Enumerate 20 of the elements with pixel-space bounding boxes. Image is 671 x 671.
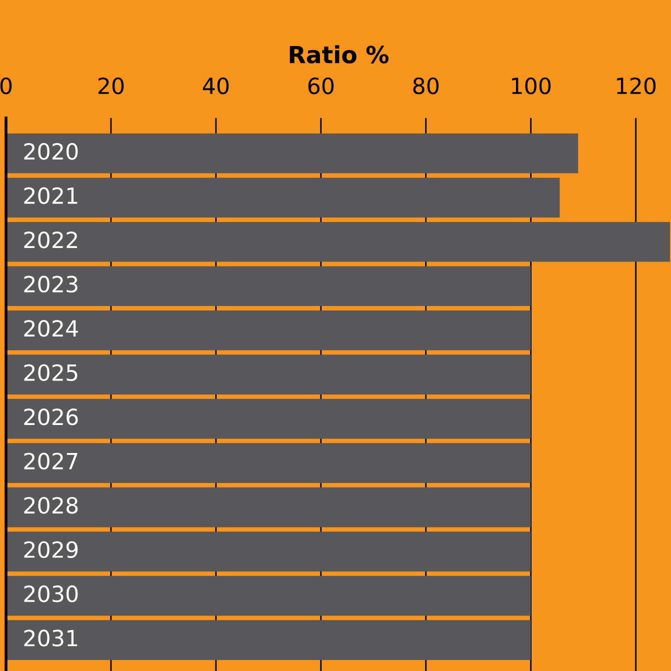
x-tick-label: 80	[413, 77, 439, 94]
x-axis-title: Ratio %	[290, 45, 389, 64]
y-tick-label: 2020	[24, 143, 78, 160]
x-tick-label: 120	[617, 77, 656, 94]
y-tick-label: 2024	[24, 320, 78, 337]
x-tick-label: 40	[202, 77, 229, 94]
x-tick-label: 20	[98, 77, 124, 94]
y-tick-label: 2027	[24, 452, 78, 470]
y-tick-label: 2022	[24, 232, 77, 248]
y-tick-label: 2026	[24, 408, 78, 426]
y-tick-label: 2031	[24, 630, 78, 646]
x-tick-label: 60	[308, 77, 334, 94]
y-tick-label: 2023	[24, 276, 78, 293]
x-tick-label: 0	[0, 77, 12, 94]
y-tick-label: 2029	[24, 541, 78, 558]
y-tick-label: 2021	[24, 187, 78, 204]
y-tick-label: 2028	[24, 496, 78, 514]
y-tick-label: 2030	[24, 585, 78, 602]
x-tick-label: 100	[512, 77, 551, 94]
y-tick-label: 2025	[24, 364, 78, 382]
